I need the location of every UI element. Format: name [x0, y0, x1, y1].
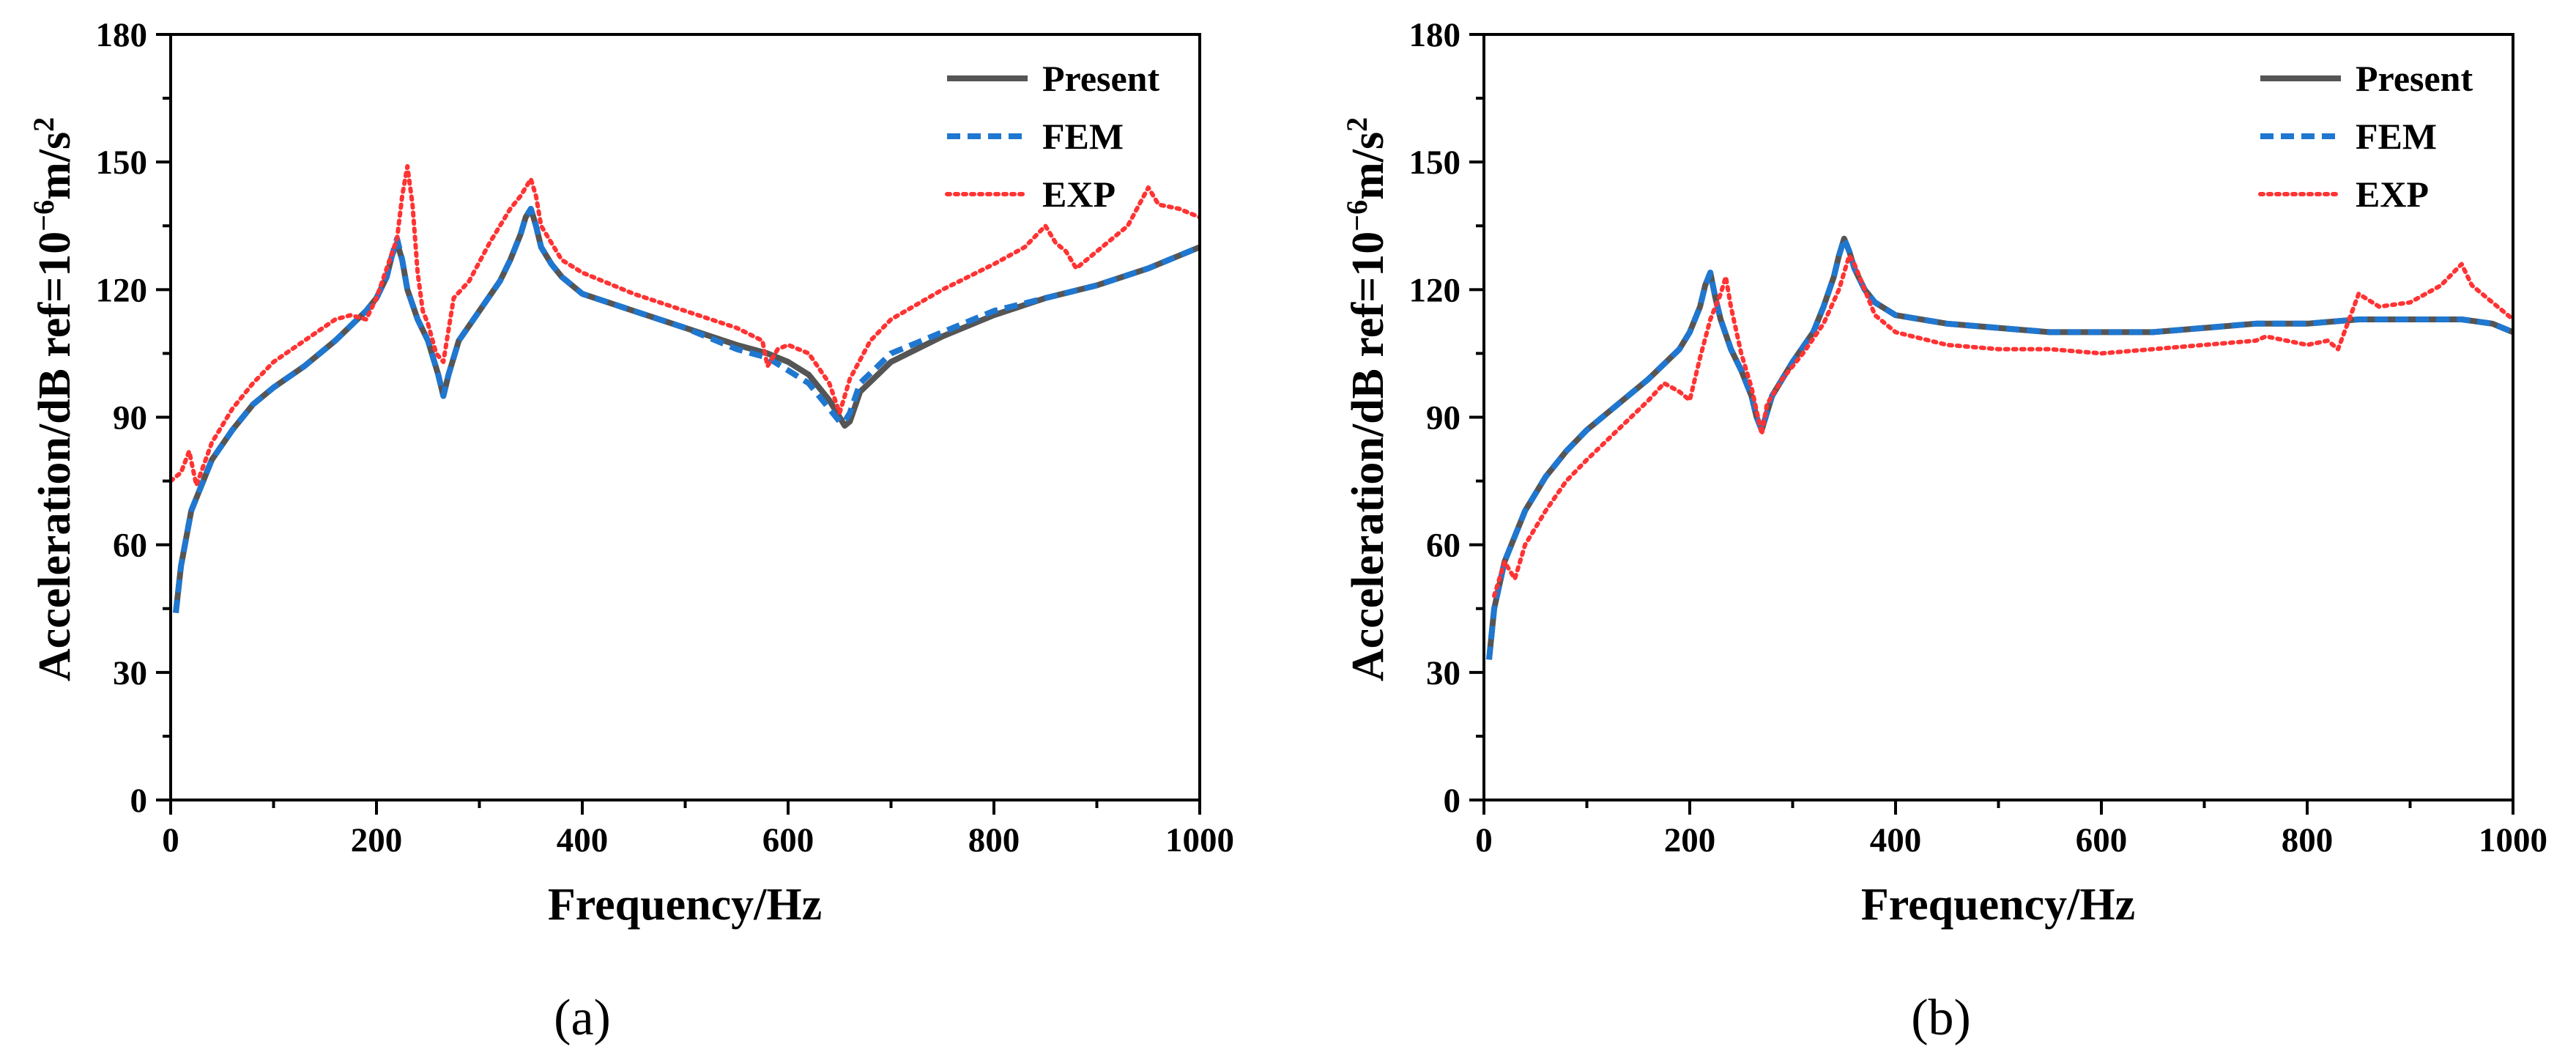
y-tick-label: 120 [1409, 271, 1461, 309]
panel-caption: (b) [1911, 990, 1971, 1046]
series-line-fem [173, 206, 1200, 614]
x-axis-title: Frequency/Hz [548, 880, 822, 930]
x-tick-label: 200 [351, 821, 403, 859]
y-tick-label: 0 [130, 782, 148, 820]
legend-label-present: Present [1042, 58, 1159, 99]
legend-label-exp: EXP [2356, 174, 2429, 215]
x-tick-label: 800 [968, 821, 1020, 859]
y-tick-label: 180 [1409, 16, 1461, 54]
y-tick-label: 120 [96, 271, 148, 309]
panel-caption: (a) [554, 990, 611, 1046]
legend-label-present: Present [2356, 58, 2473, 99]
x-tick-label: 600 [2076, 821, 2128, 859]
series-line-fem [1486, 235, 2513, 660]
y-tick-label: 30 [1426, 654, 1460, 692]
x-tick-label: 600 [762, 821, 814, 859]
x-tick-label: 400 [557, 821, 609, 859]
x-axis-title: Frequency/Hz [1861, 880, 2135, 930]
y-tick-label: 60 [1426, 527, 1460, 565]
y-tick-label: 150 [96, 144, 148, 182]
x-tick-label: 200 [1664, 821, 1716, 859]
series-line-present [1486, 235, 2513, 660]
x-tick-label: 1000 [2479, 821, 2547, 859]
x-tick-label: 400 [1870, 821, 1922, 859]
series-line-present [173, 206, 1200, 614]
y-axis-title-sup: 2 [27, 117, 60, 132]
y-axis-title-main: Acceleration/dB ref=10 [1343, 232, 1393, 681]
panel-a: Acceleration/dB ref=10−6m/s2 Frequency/H… [27, 16, 1235, 1046]
y-axis-title-tail: m/s [1343, 132, 1393, 200]
y-axis-title: Acceleration/dB ref=10−6m/s2 [1340, 117, 1394, 681]
y-tick-label: 60 [113, 527, 147, 565]
x-tick-label: 800 [2282, 821, 2334, 859]
x-tick-label: 0 [162, 821, 179, 859]
y-axis-title-exp: −6 [1340, 200, 1373, 232]
y-axis-title-main: Acceleration/dB ref=10 [30, 232, 80, 681]
x-tick-label: 0 [1475, 821, 1493, 859]
y-axis-title: Acceleration/dB ref=10−6m/s2 [27, 117, 81, 681]
y-axis-title-tail: m/s [30, 132, 80, 200]
y-tick-label: 180 [96, 16, 148, 54]
y-tick-label: 0 [1444, 782, 1461, 820]
panel-b: Acceleration/dB ref=10−6m/s2 Frequency/H… [1340, 16, 2548, 1046]
series-line-exp [171, 164, 1200, 488]
y-tick-label: 90 [113, 399, 147, 437]
x-tick-label: 1000 [1165, 821, 1234, 859]
legend-label-fem: FEM [1042, 116, 1124, 157]
y-tick-label: 150 [1409, 144, 1461, 182]
legend-label-fem: FEM [2356, 116, 2437, 157]
legend-label-exp: EXP [1042, 174, 1116, 215]
y-tick-label: 90 [1426, 399, 1460, 437]
y-axis-title-sup: 2 [1340, 117, 1373, 132]
series-line-exp [1492, 253, 2513, 599]
y-tick-label: 30 [113, 654, 147, 692]
y-axis-title-exp: −6 [27, 200, 60, 232]
